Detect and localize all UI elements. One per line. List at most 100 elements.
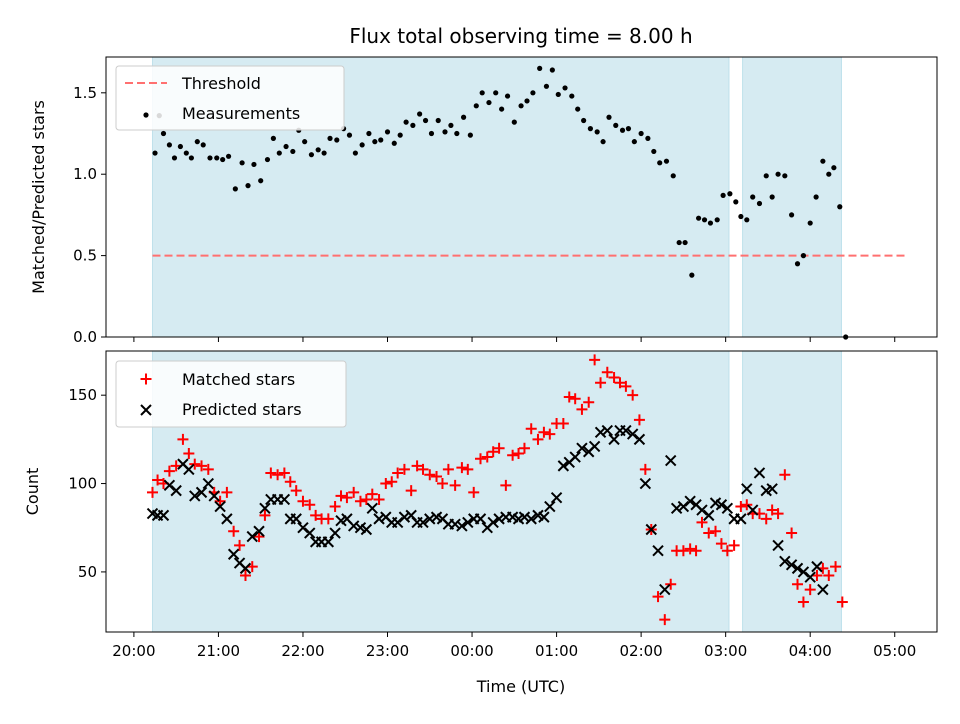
matched-star-point <box>696 516 708 528</box>
measurement-point <box>807 220 813 226</box>
x-axis-label: Time (UTC) <box>476 677 565 696</box>
measurement-point <box>524 98 530 104</box>
matched-star-point <box>366 488 378 500</box>
predicted-star-point <box>183 463 195 476</box>
measurement-point <box>403 119 409 125</box>
predicted-star-point <box>544 500 556 513</box>
x-tick-label: 02:00 <box>620 642 663 660</box>
measurement-point <box>334 137 340 143</box>
matched-star-point <box>405 485 417 497</box>
legend-predicted-label: Predicted stars <box>182 400 302 419</box>
predicted-star-point <box>804 571 816 583</box>
matched-star-point <box>766 504 778 516</box>
predicted-star-point <box>735 513 747 525</box>
measurement-point <box>763 173 769 179</box>
measurement-point <box>276 150 282 156</box>
predicted-star-point <box>741 483 753 495</box>
axes-frame <box>105 56 938 338</box>
matched-star-point <box>442 463 454 475</box>
predicted-star-point <box>417 516 429 529</box>
matched-star-point <box>576 403 588 415</box>
measurement-point <box>813 194 819 200</box>
measurement-point <box>651 148 657 155</box>
measurement-point <box>518 103 524 109</box>
measurement-point <box>663 158 670 164</box>
y-tick-label: 1.0 <box>73 165 97 183</box>
predicted-star-point <box>518 511 531 523</box>
predicted-star-point <box>715 499 728 511</box>
measurement-point <box>194 139 200 145</box>
predicted-star-point <box>493 513 505 525</box>
predicted-star-point <box>766 483 778 495</box>
measurement-point <box>372 139 378 145</box>
matched-star-point <box>335 490 347 502</box>
measurement-point <box>442 129 448 135</box>
measurement-point <box>315 147 321 153</box>
measurement-point <box>837 204 843 210</box>
measurement-point <box>794 261 801 267</box>
matched-star-point <box>557 417 569 429</box>
matched-star-point <box>507 449 519 461</box>
matched-star-point <box>513 448 525 460</box>
matched-star-point <box>741 499 753 511</box>
measurement-point <box>239 160 245 166</box>
matched-star-point <box>608 372 620 384</box>
measurement-point <box>701 217 708 223</box>
x-tick-label: 04:00 <box>789 642 832 660</box>
matched-star-point <box>772 508 784 520</box>
measurement-point <box>645 135 651 141</box>
legend-box <box>115 65 345 131</box>
predicted-star-point <box>456 520 468 532</box>
y-axis-label: Count <box>23 468 42 516</box>
measurement-point <box>188 155 194 161</box>
predicted-star-point <box>474 513 487 525</box>
measurement-point <box>504 93 511 99</box>
predicted-star-point <box>239 562 252 575</box>
matched-star-point <box>493 442 505 454</box>
measurement-point <box>321 150 327 156</box>
measurement-point <box>594 129 600 135</box>
measurement-point <box>782 173 788 179</box>
matched-star-point <box>196 460 208 472</box>
legend-bottom: Matched stars Predicted stars <box>115 360 347 428</box>
measurement-point <box>733 199 739 205</box>
matched-star-point <box>290 485 302 497</box>
predicted-star-point <box>322 536 335 548</box>
matched-star-point <box>728 539 740 551</box>
matched-star-point <box>786 527 798 539</box>
y-tick-label: 50 <box>78 563 97 581</box>
legend-measurement-swatch <box>143 112 149 118</box>
matched-star-point <box>639 463 651 475</box>
matched-star-point <box>304 499 316 511</box>
measurement-point <box>283 143 289 150</box>
matched-star-point <box>234 539 246 551</box>
matched-star-point <box>462 463 474 475</box>
predicted-star-point <box>779 555 791 568</box>
predicted-star-point <box>811 560 823 573</box>
matched-star-point <box>177 433 189 445</box>
predicted-star-point <box>626 428 639 440</box>
measurement-point <box>549 67 555 73</box>
matched-star-point <box>278 467 290 479</box>
predicted-star-point <box>329 527 341 539</box>
predicted-star-point <box>246 530 258 543</box>
predicted-star-point <box>588 440 601 453</box>
matched-star-point <box>659 614 671 626</box>
x-tick-label: 03:00 <box>704 642 747 660</box>
matched-star-point <box>627 389 639 401</box>
matched-star-point <box>721 545 733 557</box>
matched-star-point <box>532 433 544 445</box>
measurement-point <box>290 148 296 155</box>
predicted-star-point <box>677 500 690 513</box>
axes-frame <box>105 350 938 633</box>
measurement-point <box>569 93 575 99</box>
matched-star-point <box>322 513 334 525</box>
matched-star-point <box>569 393 581 405</box>
measurement-point <box>727 191 733 197</box>
measurement-point <box>183 150 189 156</box>
matched-star-point <box>690 545 702 557</box>
matched-star-point <box>481 451 493 463</box>
matched-star-point <box>398 463 410 475</box>
predicted-star-point <box>620 424 632 437</box>
measurement-point <box>714 217 720 223</box>
